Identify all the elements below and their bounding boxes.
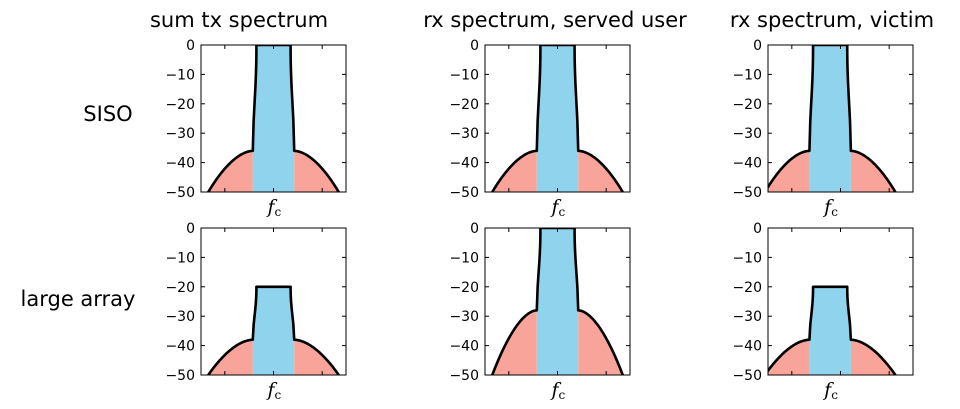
y-tick-label: −20 bbox=[165, 97, 195, 113]
column-title-served-user: rx spectrum, served user bbox=[423, 8, 687, 32]
x-tick-label-fc: fc bbox=[822, 379, 838, 402]
fc-main: f bbox=[550, 196, 562, 218]
y-tick-label: 0 bbox=[753, 221, 762, 237]
chart-panel: 0 −10 −20 −30 −40 −50 fc bbox=[449, 38, 631, 219]
in-band-area bbox=[252, 286, 295, 375]
x-tick-label-fc: fc bbox=[822, 196, 838, 219]
out-of-band-area-right bbox=[294, 339, 339, 375]
row-label-siso: SISO bbox=[83, 102, 132, 126]
fc-subscript: c bbox=[559, 205, 566, 219]
y-tick-label: −40 bbox=[732, 339, 762, 355]
y-tick-label: 0 bbox=[186, 221, 195, 237]
y-tick-label: −30 bbox=[732, 126, 762, 142]
row-label-large-array: large array bbox=[21, 287, 136, 311]
out-of-band-area-left bbox=[208, 150, 253, 192]
y-tick-label: 0 bbox=[470, 221, 479, 237]
out-of-band-area-left bbox=[492, 310, 537, 375]
fc-subscript: c bbox=[831, 388, 838, 402]
spectrum-line bbox=[768, 45, 897, 192]
y-tick-label: −40 bbox=[165, 156, 195, 172]
y-tick-label: −10 bbox=[165, 250, 195, 266]
fc-subscript: c bbox=[831, 205, 838, 219]
y-tick-label: −20 bbox=[732, 280, 762, 296]
out-of-band-area-right bbox=[850, 150, 896, 192]
y-tick-label: −10 bbox=[165, 67, 195, 83]
out-of-band-area-right bbox=[578, 310, 623, 375]
chart-panels: 0−10−20−30−40−50fc0−10−20−30−40−50fc0−10… bbox=[165, 38, 914, 402]
plot-area bbox=[491, 228, 624, 375]
chart-panel: 0 −10 −20 −30 −40 −50 fc bbox=[732, 221, 914, 402]
in-band-area bbox=[809, 286, 851, 375]
chart-panel: 0 −10 −20 −30 −40 −50 fc bbox=[732, 38, 914, 219]
chart-panel: 0 −10 −20 −30 −40 −50 fc bbox=[165, 38, 347, 219]
y-tick-label: −30 bbox=[165, 126, 195, 142]
x-tick-label-fc: fc bbox=[266, 196, 282, 219]
fc-main: f bbox=[822, 379, 834, 401]
spectrum-line bbox=[207, 45, 340, 192]
fc-main: f bbox=[550, 379, 562, 401]
plot-area bbox=[768, 285, 897, 375]
y-tick-label: 0 bbox=[186, 38, 195, 54]
out-of-band-area-left bbox=[492, 150, 537, 192]
y-tick-label: −50 bbox=[449, 368, 479, 384]
y-tick-label: −30 bbox=[449, 126, 479, 142]
out-of-band-area-right bbox=[578, 150, 623, 192]
y-tick-label: −10 bbox=[449, 250, 479, 266]
x-tick-label-fc: fc bbox=[550, 379, 566, 402]
y-tick-label: 0 bbox=[753, 38, 762, 54]
spectrum-line bbox=[491, 228, 624, 375]
y-tick-label: −50 bbox=[165, 368, 195, 384]
y-tick-label: −20 bbox=[732, 97, 762, 113]
y-tick-label: −40 bbox=[165, 339, 195, 355]
x-tick-label-fc: fc bbox=[266, 379, 282, 402]
plot-area bbox=[207, 45, 340, 192]
y-tick-label: −40 bbox=[732, 156, 762, 172]
y-tick-label: −30 bbox=[732, 309, 762, 325]
fc-main: f bbox=[822, 196, 834, 218]
y-tick-label: −50 bbox=[449, 185, 479, 201]
y-tick-label: −20 bbox=[449, 97, 479, 113]
plot-area bbox=[491, 45, 624, 192]
y-tick-label: −40 bbox=[449, 339, 479, 355]
spectrum-line bbox=[491, 45, 624, 192]
y-tick-label: −30 bbox=[165, 309, 195, 325]
out-of-band-area-left bbox=[768, 150, 810, 192]
plot-area bbox=[768, 45, 897, 192]
chart-panel: 0 −10 −20 −30 −40 −50 fc bbox=[449, 221, 631, 402]
in-band-area bbox=[252, 45, 295, 192]
spectrum-line bbox=[207, 285, 340, 375]
fc-subscript: c bbox=[275, 205, 282, 219]
fc-subscript: c bbox=[559, 388, 566, 402]
x-tick-label-fc: fc bbox=[550, 196, 566, 219]
y-tick-label: −10 bbox=[449, 67, 479, 83]
fc-main: f bbox=[266, 379, 278, 401]
out-of-band-area-right bbox=[850, 339, 896, 375]
in-band-area bbox=[536, 228, 579, 375]
column-title-sum-tx: sum tx spectrum bbox=[150, 8, 328, 32]
y-tick-label: −20 bbox=[165, 280, 195, 296]
in-band-area bbox=[536, 45, 579, 192]
y-tick-label: −50 bbox=[732, 368, 762, 384]
fc-subscript: c bbox=[275, 388, 282, 402]
y-tick-label: −50 bbox=[732, 185, 762, 201]
chart-panel: 0 −10 −20 −30 −40 −50 fc bbox=[165, 221, 347, 402]
in-band-area bbox=[809, 45, 851, 192]
out-of-band-area-left bbox=[768, 339, 810, 375]
y-tick-label: −10 bbox=[732, 67, 762, 83]
y-tick-label: −40 bbox=[449, 156, 479, 172]
out-of-band-area-right bbox=[294, 150, 339, 192]
y-tick-label: −10 bbox=[732, 250, 762, 266]
plot-area bbox=[207, 285, 340, 375]
spectrum-line bbox=[768, 285, 897, 375]
column-title-victim: rx spectrum, victim bbox=[730, 8, 934, 32]
y-tick-label: −20 bbox=[449, 280, 479, 296]
y-tick-label: −30 bbox=[449, 309, 479, 325]
y-tick-label: −50 bbox=[165, 185, 195, 201]
out-of-band-area-left bbox=[208, 339, 253, 375]
y-tick-label: 0 bbox=[470, 38, 479, 54]
fc-main: f bbox=[266, 196, 278, 218]
